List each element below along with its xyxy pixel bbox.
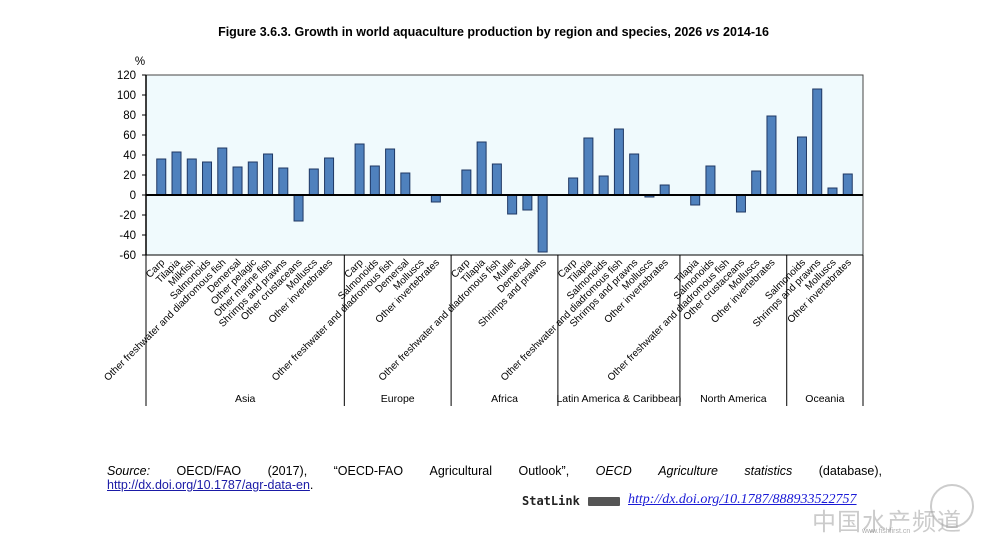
bar: [613, 128, 624, 196]
bar: [171, 151, 182, 196]
bar: [354, 143, 365, 196]
bar: [461, 169, 472, 196]
bar: [827, 187, 838, 196]
watermark-subtext: www.fishfirst.cn: [862, 528, 911, 535]
y-tick-label: 0: [130, 190, 136, 202]
bar: [705, 165, 716, 196]
y-axis-label: %: [135, 56, 145, 68]
y-tick-label: -20: [119, 210, 136, 222]
y-tick-label: 80: [123, 110, 136, 122]
bar: [766, 115, 777, 196]
bar: [263, 153, 274, 196]
bar: [659, 184, 670, 196]
bar: [842, 173, 853, 196]
y-tick-label: 60: [123, 130, 136, 142]
source-link[interactable]: http://dx.doi.org/10.1787/agr-data-en: [107, 478, 310, 492]
source-note: Source: OECD/FAO (2017), “OECD-FAO Agricult…: [107, 464, 882, 492]
source-word: statistics: [744, 464, 793, 478]
bar: [202, 161, 213, 196]
source-word: (2017),: [267, 464, 308, 478]
statlink-icon: [588, 497, 620, 506]
source-word: Agricultural: [429, 464, 493, 478]
source-word: Outlook”,: [518, 464, 570, 478]
bar: [751, 170, 762, 196]
source-link-suffix: .: [309, 478, 314, 492]
bar: [186, 158, 197, 196]
source-word: OECD/FAO: [176, 464, 242, 478]
source-word: (database),: [818, 464, 882, 478]
bar: [629, 153, 640, 196]
bar: [308, 168, 319, 196]
title-end: 2014-16: [719, 25, 769, 39]
bar: [156, 158, 167, 196]
bar: [476, 141, 487, 196]
bar: [247, 161, 258, 196]
bar: [598, 175, 609, 196]
bar: [232, 166, 243, 196]
bar: [278, 167, 289, 196]
source-word: Agriculture: [658, 464, 718, 478]
y-tick-label: -60: [119, 250, 136, 262]
bar: [491, 163, 502, 196]
statlink-url[interactable]: http://dx.doi.org/10.1787/888933522757: [628, 492, 857, 507]
bar: [522, 194, 533, 211]
bar: [812, 88, 823, 196]
source-word: “OECD-FAO: [333, 464, 404, 478]
title-text: Figure 3.6.3. Growth in world aquacultur…: [218, 25, 706, 39]
region-label: Latin America & Caribbean: [556, 393, 681, 405]
figure-title: Figure 3.6.3. Growth in world aquacultur…: [0, 25, 987, 39]
source-line: Source: OECD/FAO (2017), “OECD-FAO Agricult…: [107, 464, 882, 478]
bar: [735, 194, 746, 213]
region-label: North America: [700, 393, 767, 405]
region-label: Oceania: [805, 393, 844, 405]
title-italic: vs: [705, 25, 720, 39]
region-label: Asia: [235, 393, 256, 405]
bar: [369, 165, 380, 196]
region-label: Europe: [381, 393, 415, 405]
source-label: Source:: [107, 464, 151, 478]
bar: [293, 194, 304, 222]
statlink-label: StatLink: [522, 494, 580, 508]
bar: [324, 157, 335, 196]
y-tick-label: 40: [123, 150, 136, 162]
bar: [507, 194, 518, 215]
y-tick-label: 20: [123, 170, 136, 182]
watermark-globe-icon: [930, 484, 974, 528]
bar: [430, 194, 441, 203]
bar: [583, 137, 594, 196]
bar: [400, 172, 411, 196]
bar: [690, 194, 701, 206]
source-word: OECD: [595, 464, 632, 478]
y-tick-label: 100: [117, 90, 136, 102]
bar-chart: 120100806040200-20-40-60%CarpTilapiaMilk…: [102, 56, 864, 406]
y-tick-label: 120: [117, 70, 136, 82]
bar: [537, 194, 548, 253]
bar: [385, 148, 396, 196]
watermark-text: 中国水产频道: [812, 508, 962, 536]
bar: [217, 147, 228, 196]
bar: [568, 177, 579, 196]
region-label: Africa: [491, 393, 518, 405]
bar: [796, 136, 807, 196]
y-tick-label: -40: [119, 230, 136, 242]
